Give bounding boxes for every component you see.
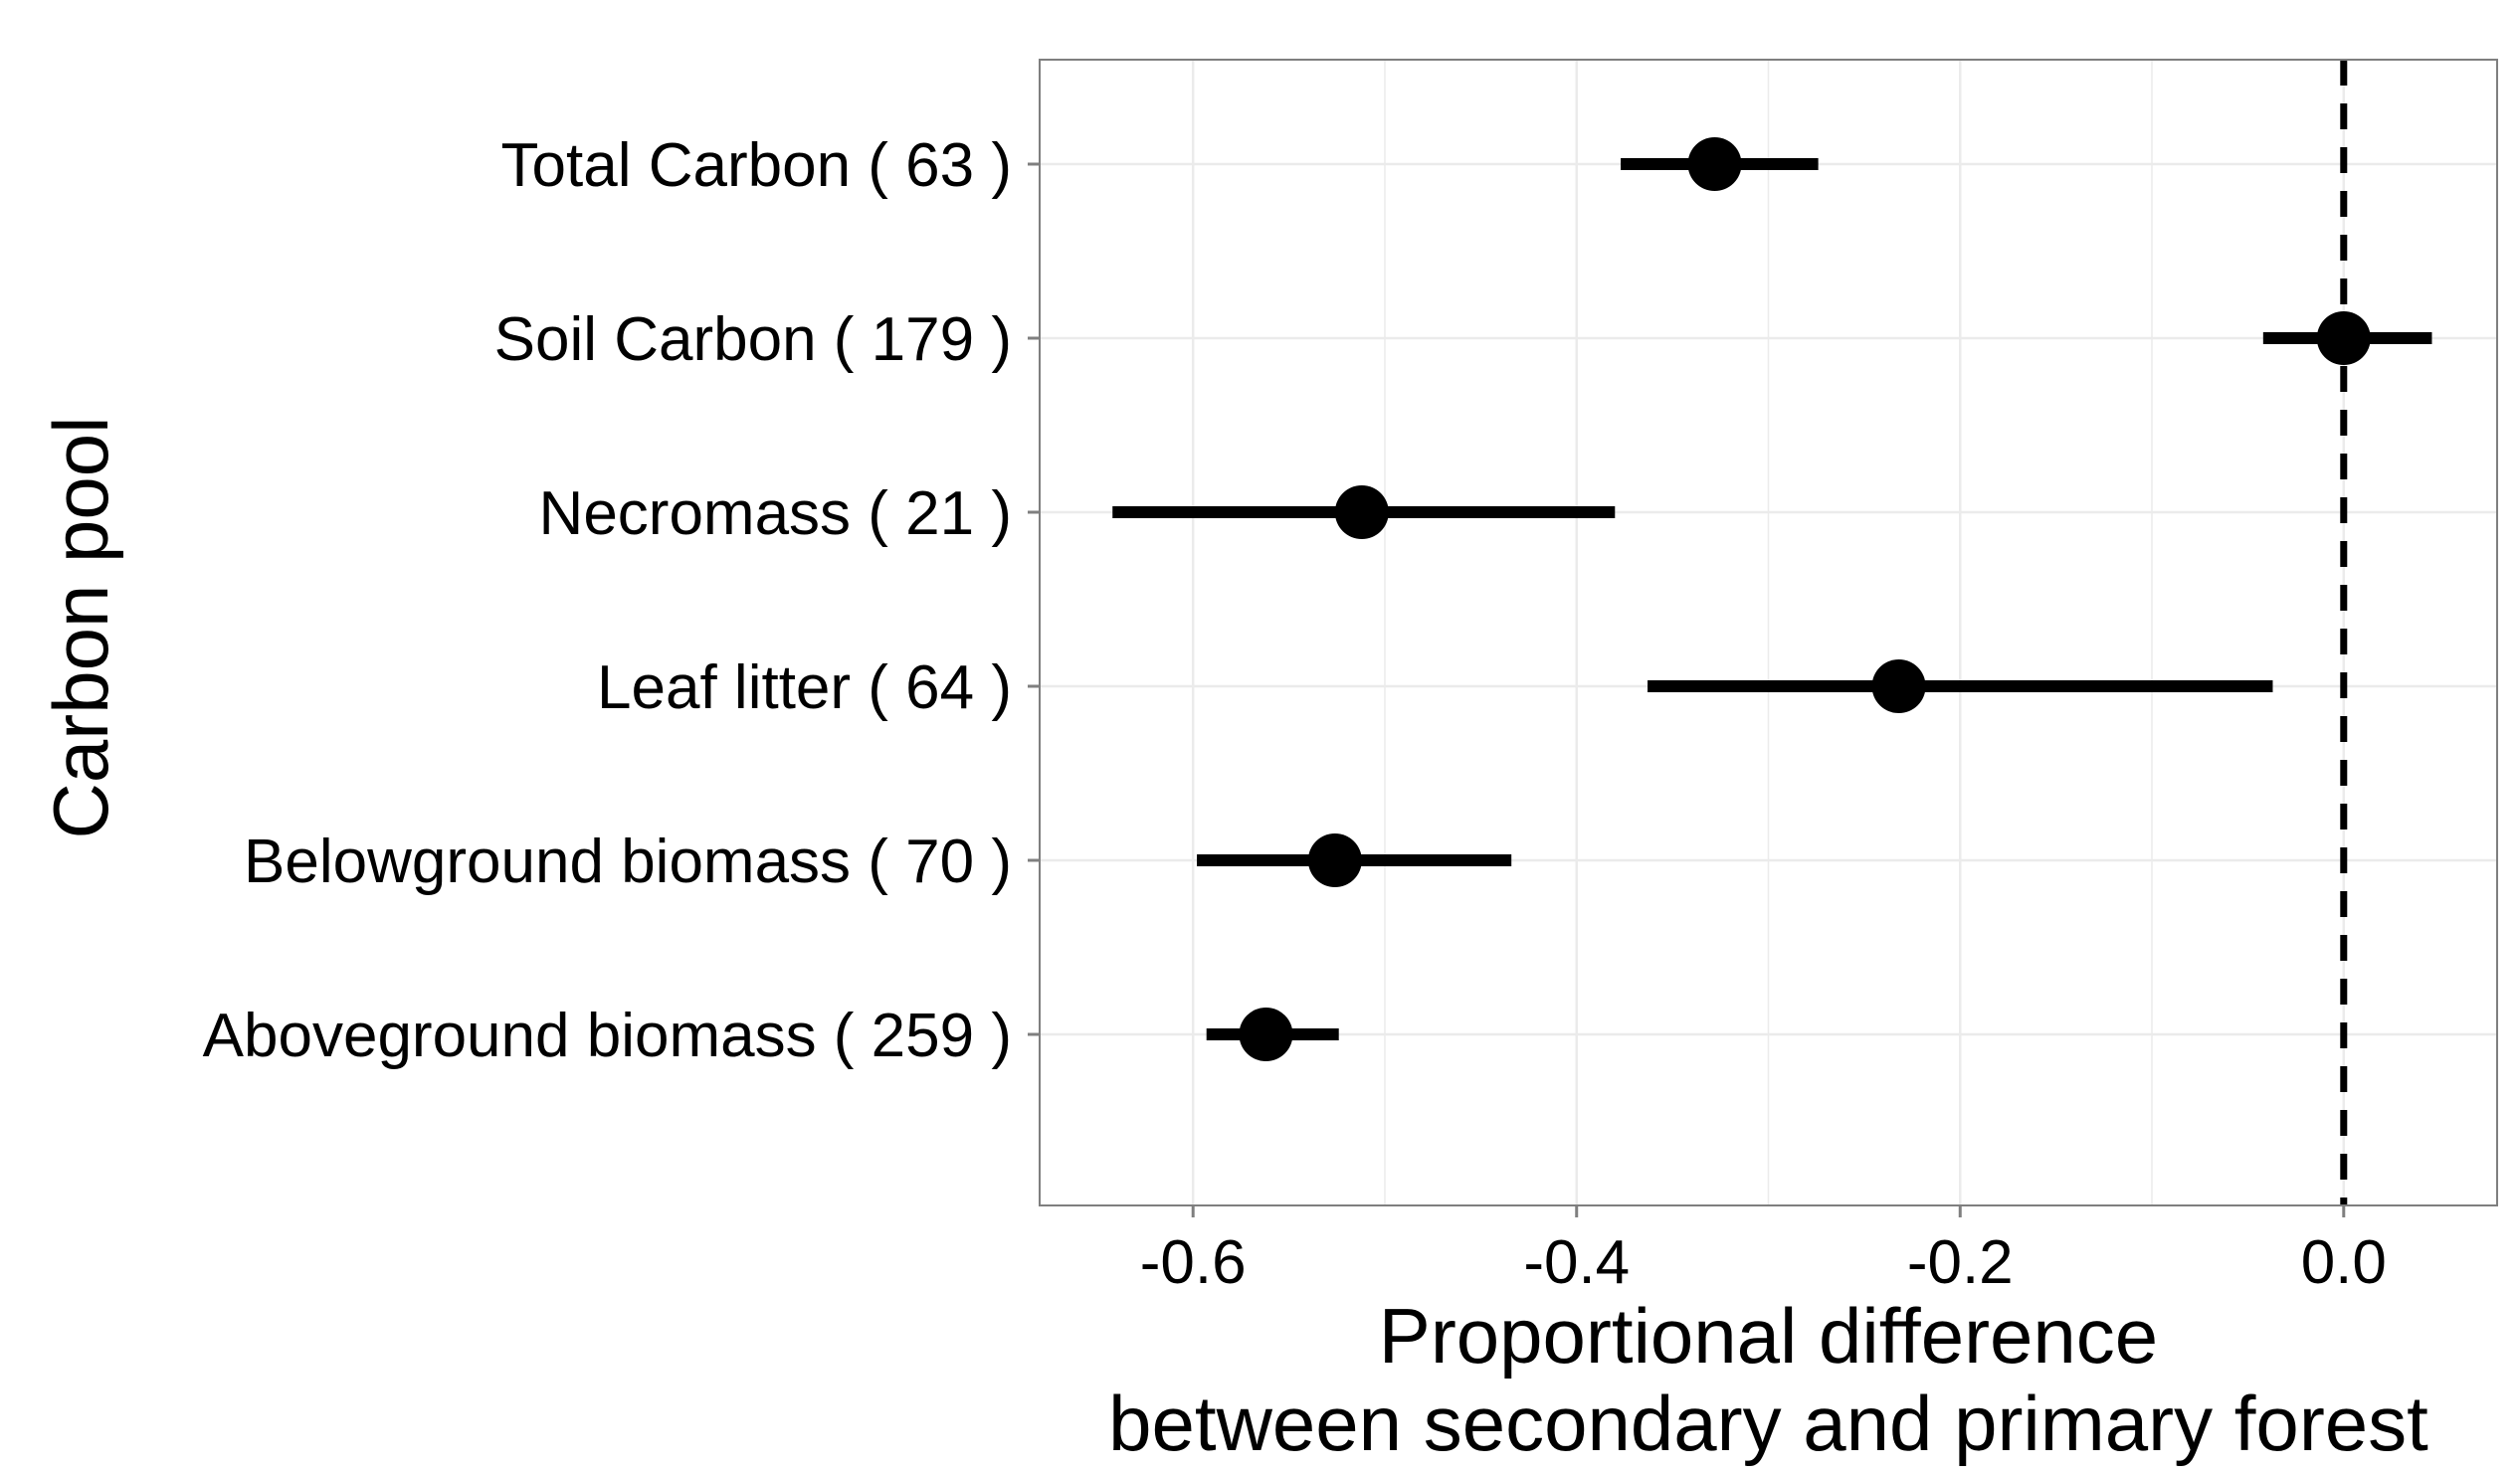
estimate-point xyxy=(1239,1008,1293,1061)
x-axis-title-line-1: Proportional difference xyxy=(1379,1292,2158,1380)
panel-border xyxy=(1039,59,2498,1206)
y-axis-title: Carbon pool xyxy=(37,417,124,839)
y-tick-label: Soil Carbon ( 179 ) xyxy=(494,305,1012,374)
x-tick-label: -0.2 xyxy=(1907,1228,2014,1297)
axis-layer: Total Carbon ( 63 ) Soil Carbon ( 179 ) Ne… xyxy=(203,131,2387,1297)
x-tick-label: -0.6 xyxy=(1140,1228,1247,1297)
estimate-point xyxy=(1687,137,1742,191)
estimate-point-layer xyxy=(1239,137,2371,1061)
x-tick-label: 0.0 xyxy=(2301,1228,2387,1297)
y-tick-label: Aboveground biomass ( 259 ) xyxy=(203,1002,1012,1070)
x-axis-title-line-2: between secondary and primary forest xyxy=(1108,1380,2428,1467)
y-tick-label: Belowground biomass ( 70 ) xyxy=(244,828,1012,896)
confidence-interval-layer xyxy=(1112,158,2432,1040)
x-tick-label: -0.4 xyxy=(1523,1228,1630,1297)
y-tick-label: Necromass ( 21 ) xyxy=(539,479,1012,548)
estimate-point xyxy=(2316,311,2371,365)
estimate-point xyxy=(1334,485,1389,539)
estimate-point xyxy=(1871,659,1926,713)
y-tick-label: Leaf litter ( 64 ) xyxy=(597,653,1012,722)
y-tick-label: Total Carbon ( 63 ) xyxy=(501,131,1012,200)
estimate-point xyxy=(1307,833,1362,887)
